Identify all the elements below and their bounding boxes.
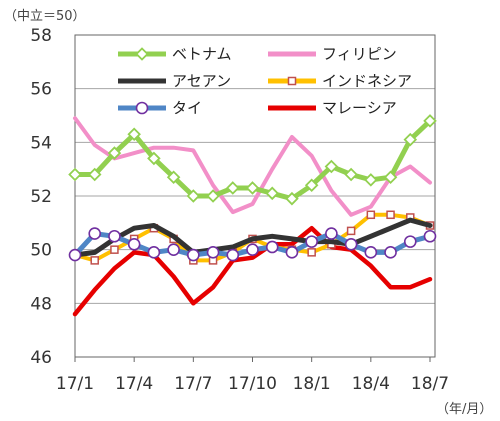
series-5-point	[108, 229, 121, 243]
x-axis-ticks: 17/1 17/4 17/7 17/10 18/1 18/4 18/7	[56, 357, 449, 394]
legend-item: フィリピン	[268, 45, 397, 63]
x-tick-label: 18/4	[352, 374, 390, 394]
legend-point	[287, 76, 297, 86]
series-5-point	[167, 243, 180, 256]
series-5-point	[147, 246, 161, 259]
series-1-point	[206, 189, 220, 203]
legend-item: ベトナム	[118, 45, 232, 63]
series-1-point	[186, 189, 201, 203]
x-tick-label: 17/7	[174, 374, 212, 394]
series-3	[72, 217, 433, 258]
series-5-point	[246, 243, 259, 256]
series-4-point	[110, 245, 119, 254]
series-1-point	[383, 170, 398, 184]
series-2	[73, 116, 432, 217]
series-5-point	[206, 246, 220, 259]
legend-label: アセアン	[172, 72, 231, 90]
legend-item: マレーシア	[268, 99, 397, 117]
legend-label: インドネシア	[322, 72, 412, 90]
series-5-point	[344, 238, 358, 251]
x-tick-label: 18/1	[293, 374, 331, 394]
series-4-point	[307, 248, 316, 257]
series-1-point	[166, 170, 181, 184]
y-tick-label: 56	[30, 80, 52, 100]
series-5-point	[423, 229, 437, 243]
legend-point	[135, 101, 149, 115]
legend-item: インドネシア	[268, 72, 412, 90]
series-1-point	[245, 181, 260, 195]
series-1-point	[226, 181, 240, 195]
series-1-point	[324, 159, 339, 174]
legend-label: マレーシア	[322, 99, 397, 117]
series-1	[68, 114, 437, 206]
x-tick-label: 17/4	[115, 374, 153, 394]
series-1-point	[304, 178, 319, 193]
x-tick-label: 17/10	[228, 374, 277, 394]
legend-point	[135, 47, 149, 61]
legend-item: タイ	[118, 99, 202, 117]
series-5-point	[265, 240, 279, 254]
series-5-point	[88, 227, 102, 240]
legend-label: フィリピン	[322, 45, 397, 63]
series-6	[72, 225, 433, 317]
y-tick-label: 54	[30, 133, 52, 153]
x-tick-label: 18/7	[411, 374, 449, 394]
series-5-point	[305, 235, 318, 248]
y-unit-label: （中立＝50）	[4, 9, 86, 24]
series-5-point	[127, 238, 141, 251]
series-2-line	[73, 116, 432, 217]
series-5-point	[68, 248, 82, 262]
series-1-point	[285, 191, 299, 206]
series-1-point	[147, 151, 161, 166]
y-tick-label: 52	[30, 187, 52, 207]
series-5	[68, 227, 437, 262]
legend-label: タイ	[172, 99, 202, 117]
series-5-point	[403, 235, 417, 248]
series-5-point	[384, 246, 397, 259]
series-1-point	[403, 132, 418, 147]
plot-area-frame	[74, 34, 436, 358]
y-tick-label: 46	[30, 348, 52, 368]
series-4-point	[386, 210, 395, 220]
series-1-point	[107, 146, 122, 160]
series-3-line	[72, 217, 433, 258]
series-lines	[68, 114, 437, 317]
series-1-point	[364, 173, 378, 187]
series-5-point	[364, 246, 378, 259]
x-unit-label: （年/月）	[436, 402, 492, 417]
series-1-point	[344, 167, 358, 182]
series-5-point	[285, 246, 299, 259]
y-tick-label: 50	[30, 241, 52, 261]
x-tick-label: 17/1	[56, 374, 94, 394]
series-6-line	[72, 225, 433, 317]
series-4-point	[90, 256, 99, 265]
y-axis-ticks: 46 48 50 52 54 56 58	[30, 26, 52, 368]
series-1-point	[423, 114, 437, 128]
series-5-point	[187, 248, 200, 262]
legend-item: アセアン	[118, 72, 231, 90]
series-1-point	[127, 127, 141, 142]
y-tick-label: 48	[30, 294, 52, 314]
y-tick-label: 58	[30, 26, 52, 46]
legend-label: ベトナム	[172, 45, 232, 63]
series-1-point	[87, 167, 102, 182]
series-5-point	[325, 227, 338, 240]
series-4-point	[366, 210, 376, 220]
series-5-point	[226, 248, 240, 262]
series-4-point	[346, 226, 356, 236]
series-1-point	[265, 186, 279, 201]
series-1-point	[68, 167, 82, 182]
